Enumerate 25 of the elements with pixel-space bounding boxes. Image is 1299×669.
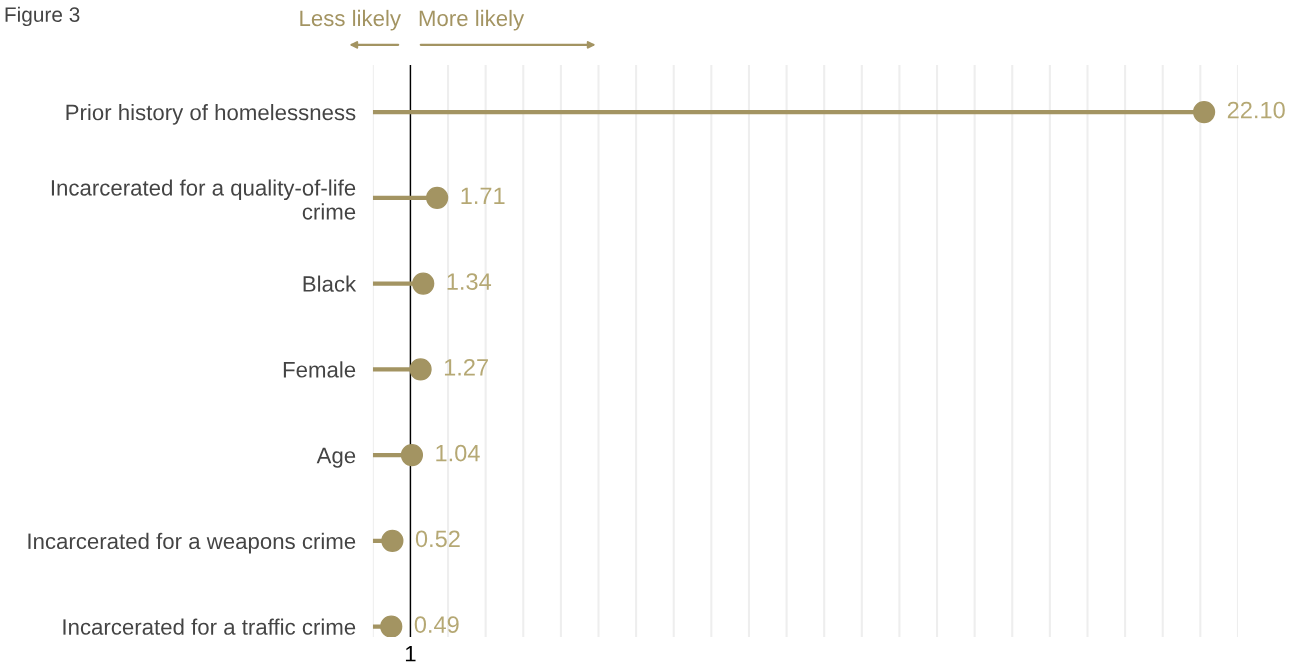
data-label: 1.27 (444, 358, 488, 376)
text: More likely (419, 9, 525, 31)
y-tick-label: Female (283, 361, 356, 378)
data-label: 1.04 (436, 444, 480, 462)
point (412, 272, 435, 295)
data-label: 0.49 (414, 616, 459, 633)
point (426, 186, 449, 209)
y-tick-label: Incarcerated for a weapons crime (28, 532, 356, 554)
text: Figure 3 (5, 6, 80, 27)
point (409, 358, 432, 381)
y-tick-label: Incarcerated for a quality-of-life crime (51, 179, 356, 220)
point (1192, 100, 1216, 124)
point (380, 615, 403, 637)
text: Less likely (300, 9, 401, 31)
point (400, 443, 424, 467)
y-tick-label: Black (303, 275, 357, 292)
data-label: 22.10 (1227, 101, 1285, 119)
y-tick-label: Prior history of homelessness (66, 104, 356, 125)
data-label: 0.52 (415, 530, 460, 548)
data-label: 1.71 (461, 187, 505, 204)
annotation: 1 (405, 646, 416, 662)
point (381, 529, 404, 552)
data-label: 1.34 (447, 273, 492, 290)
y-tick-label: Incarcerated for a traffic crime (63, 618, 356, 635)
y-tick-label: Age (316, 447, 356, 468)
